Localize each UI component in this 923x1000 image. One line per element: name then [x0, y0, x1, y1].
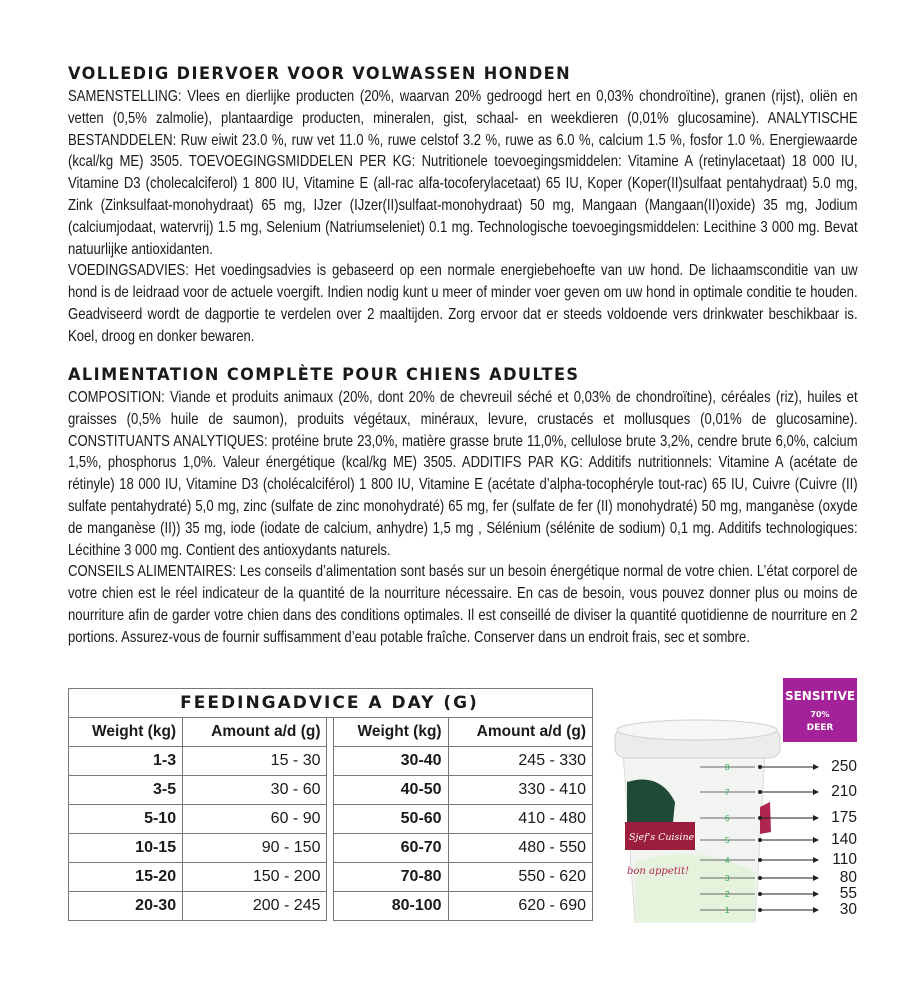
arrow-dot [758, 876, 762, 880]
french-composition: COMPOSITION: Viande et produits animaux … [68, 389, 858, 559]
table-row: 15-20 150 - 200 70-80 550 - 620 [67, 862, 594, 892]
feeding-table: Feedingadvice a day (g) Weight (kg) Amou… [67, 688, 594, 921]
amount-header: Amount a/d (g) [447, 717, 594, 747]
arrow-dot [758, 858, 762, 862]
weight-cell: 5-10 [67, 804, 184, 834]
arrow-head-icon [813, 857, 819, 863]
arrow-head-icon [813, 891, 819, 897]
arrow-dot [758, 816, 762, 820]
table-row: 3-5 30 - 60 40-50 330 - 410 [67, 775, 594, 805]
gram-label: 250 [831, 758, 857, 775]
amount-header: Amount a/d (g) [182, 717, 328, 747]
weight-cell: 20-30 [67, 891, 184, 921]
gram-label: 110 [832, 851, 857, 868]
dutch-composition: SAMENSTELLING: Vlees en dierlijke produc… [68, 88, 858, 258]
gram-label: 175 [831, 809, 857, 826]
heading-dutch: Volledig diervoer voor volwassen honden [68, 64, 572, 84]
amount-cell: 410 - 480 [447, 804, 594, 834]
weight-cell: 70-80 [333, 862, 449, 892]
amount-cell: 60 - 90 [182, 804, 328, 834]
french-feeding-advice: CONSEILS ALIMENTAIRES: Les conseils d’al… [68, 563, 858, 646]
weight-cell: 80-100 [333, 891, 449, 921]
sensitive-badge [783, 678, 857, 742]
arrow-head-icon [813, 815, 819, 821]
arrow-head-icon [813, 764, 819, 770]
weight-cell: 1-3 [67, 746, 184, 776]
scale-mark: 2 [725, 890, 730, 899]
dutch-text: SAMENSTELLING: Vlees en dierlijke produc… [68, 86, 858, 348]
brand-logo: Sjef's Cuisine [629, 832, 695, 843]
weight-cell: 50-60 [333, 804, 449, 834]
gram-label: 210 [831, 783, 857, 800]
dutch-feeding-advice: VOEDINGSADVIES: Het voedingsadvies is ge… [68, 262, 858, 345]
weight-cell: 60-70 [333, 833, 449, 863]
column-gap [326, 833, 335, 863]
table-row: 1-3 15 - 30 30-40 245 - 330 [67, 746, 594, 776]
amount-cell: 245 - 330 [447, 746, 594, 776]
weight-header: Weight (kg) [333, 717, 449, 747]
amount-cell: 15 - 30 [182, 746, 328, 776]
arrow-dot [758, 790, 762, 794]
brand-tagline: bon appetit! [627, 866, 689, 877]
column-gap [326, 891, 335, 921]
gram-label: 80 [839, 869, 857, 886]
gram-label: 140 [831, 831, 857, 848]
weight-cell: 30-40 [333, 746, 449, 776]
arrow-head-icon [813, 789, 819, 795]
weight-header: Weight (kg) [67, 717, 184, 747]
table-row: 5-10 60 - 90 50-60 410 - 480 [67, 804, 594, 834]
arrow-dot [758, 908, 762, 912]
table-row: 20-30 200 - 245 80-100 620 - 690 [67, 891, 594, 921]
scale-mark: 7 [725, 788, 730, 797]
column-gap [326, 862, 335, 892]
amount-cell: 90 - 150 [182, 833, 328, 863]
badge-meat: DEER [807, 723, 834, 733]
arrow-head-icon [813, 907, 819, 913]
amount-cell: 200 - 245 [182, 891, 328, 921]
weight-cell: 40-50 [333, 775, 449, 805]
amount-cell: 150 - 200 [182, 862, 328, 892]
amount-cell: 30 - 60 [182, 775, 328, 805]
amount-cell: 550 - 620 [447, 862, 594, 892]
amount-cell: 620 - 690 [447, 891, 594, 921]
badge-percent: 70% [810, 710, 829, 719]
heading-french: Alimentation complète pour chiens adulte… [68, 365, 580, 385]
weight-cell: 10-15 [67, 833, 184, 863]
scale-mark: 4 [725, 856, 730, 865]
arrow-dot [758, 838, 762, 842]
measuring-cup-image: Sjef's Cuisine bon appetit! 8 7 6 5 4 3 2 1 SEN… [614, 678, 857, 923]
arrow-dot [758, 765, 762, 769]
arrow-dot [758, 892, 762, 896]
feeding-table-title: Feedingadvice a day (g) [68, 688, 593, 718]
measuring-cup: Sjef's Cuisine bon appetit! 8 7 6 5 4 3 2 1 SEN… [605, 672, 905, 937]
scale-mark: 5 [725, 836, 730, 845]
column-gap [326, 804, 335, 834]
weight-cell: 3-5 [67, 775, 184, 805]
column-gap [326, 717, 335, 747]
badge-title: SENSITIVE [785, 689, 855, 703]
scale-mark: 1 [725, 906, 730, 915]
gram-label: 55 [839, 885, 857, 902]
column-gap [326, 746, 335, 776]
scale-mark: 6 [725, 814, 730, 823]
arrow-head-icon [813, 837, 819, 843]
french-text: COMPOSITION: Viande et produits animaux … [68, 387, 858, 649]
table-row: 10-15 90 - 150 60-70 480 - 550 [67, 833, 594, 863]
amount-cell: 330 - 410 [447, 775, 594, 805]
scale-mark: 8 [725, 763, 730, 772]
amount-cell: 480 - 550 [447, 833, 594, 863]
weight-cell: 15-20 [67, 862, 184, 892]
scale-mark: 3 [725, 874, 730, 883]
gram-label: 30 [839, 901, 857, 918]
arrow-head-icon [813, 875, 819, 881]
column-gap [326, 775, 335, 805]
